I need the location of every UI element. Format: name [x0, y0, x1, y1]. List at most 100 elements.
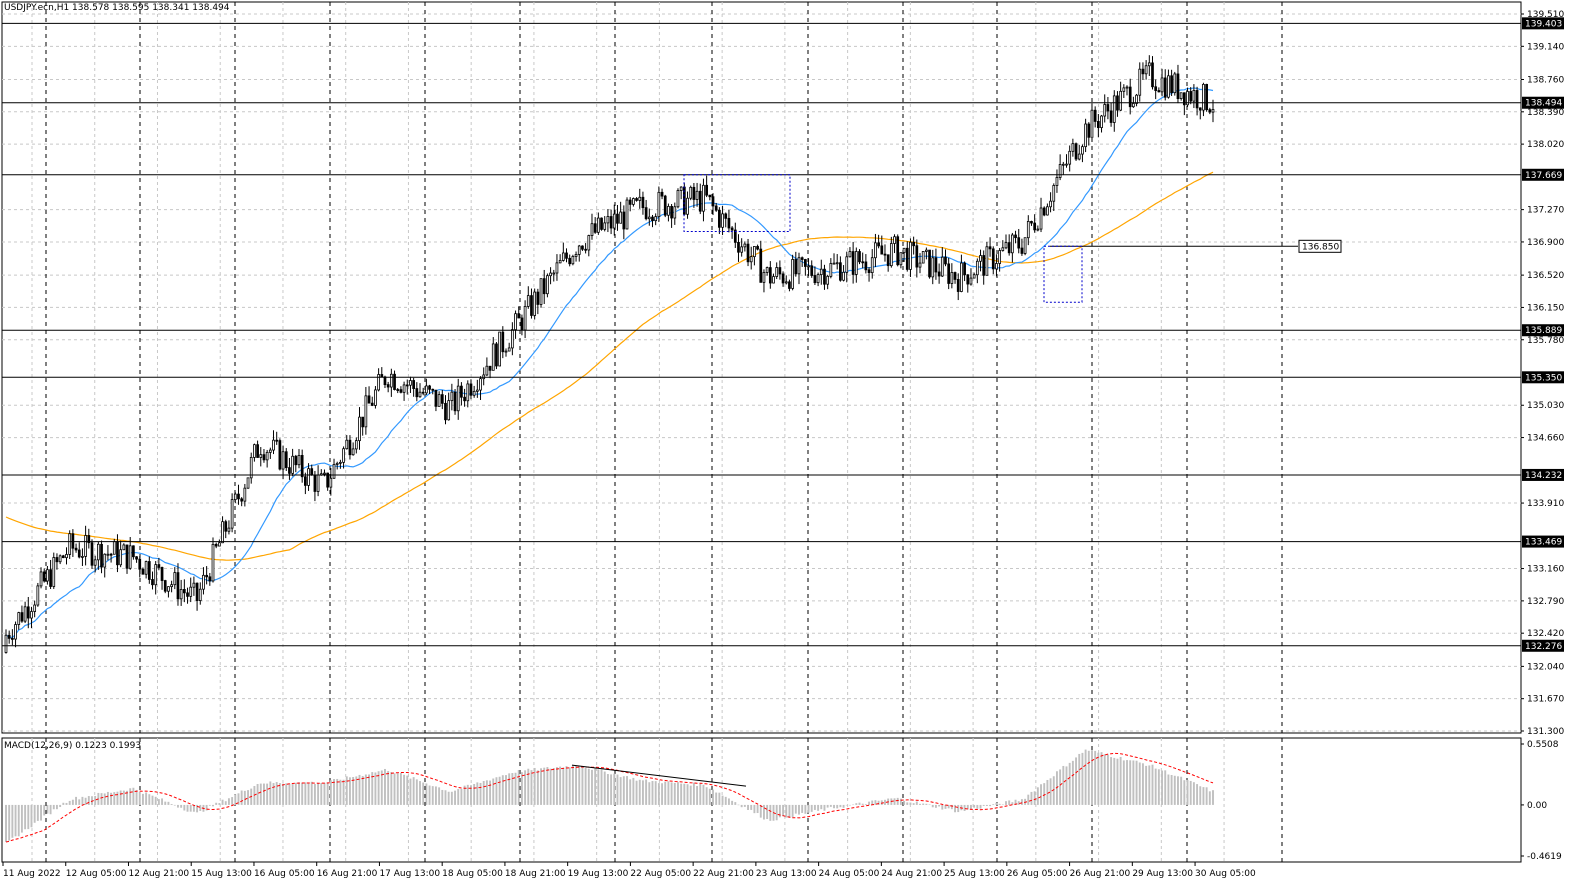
candle-body: [902, 247, 906, 254]
macd-histogram-bar: [810, 804, 813, 812]
macd-histogram-bar: [536, 770, 539, 805]
candle: [845, 251, 849, 283]
candle-body: [1132, 103, 1135, 108]
candle: [1061, 161, 1065, 175]
candle: [370, 396, 374, 407]
candle: [1176, 64, 1180, 104]
y-tick-label: 131.670: [1527, 695, 1564, 705]
candle-body: [179, 589, 183, 600]
candle-body: [218, 542, 221, 547]
candle: [1205, 83, 1208, 112]
candle: [1065, 154, 1068, 168]
macd-histogram-bar: [348, 777, 351, 805]
candle-body: [399, 389, 403, 393]
candle-body: [1084, 123, 1087, 148]
macd-histogram-bar: [976, 804, 979, 809]
candle: [721, 205, 724, 236]
macd-histogram-bar: [138, 791, 141, 805]
macd-histogram-bar: [1119, 756, 1122, 805]
candle: [733, 222, 737, 248]
candle: [246, 477, 250, 489]
candle-body: [797, 257, 801, 275]
macd-histogram-bar: [855, 803, 858, 805]
candle: [565, 248, 568, 263]
candle-body: [65, 554, 68, 559]
macd-histogram-bar: [240, 790, 243, 805]
candle-body: [753, 246, 756, 258]
candle-body: [1186, 91, 1189, 106]
candle: [698, 183, 702, 215]
candle-body: [23, 606, 27, 622]
candle-body: [386, 384, 390, 388]
candle: [1049, 192, 1052, 213]
candle: [985, 241, 989, 276]
macd-histogram-bar: [836, 804, 839, 809]
candle: [552, 269, 556, 282]
candle-body: [549, 272, 552, 277]
candle: [109, 552, 113, 563]
candle: [1074, 142, 1078, 161]
macd-histogram-bar: [785, 804, 788, 818]
candle-body: [574, 254, 578, 257]
candle: [1017, 228, 1021, 254]
macd-histogram-bar: [1192, 782, 1195, 805]
candle: [74, 543, 78, 553]
candle: [351, 442, 355, 456]
macd-histogram-bar: [769, 804, 772, 821]
candle: [93, 555, 97, 573]
candle-body: [300, 455, 304, 478]
macd-histogram-bar: [610, 774, 613, 805]
candle: [224, 519, 228, 539]
macd-histogram-bar: [928, 804, 931, 806]
macd-histogram-bar: [1030, 791, 1033, 805]
candle-body: [103, 553, 107, 568]
candle-body: [342, 448, 345, 463]
candle: [326, 472, 330, 491]
candle-body: [861, 261, 865, 264]
candle-body: [839, 262, 842, 281]
candle: [20, 605, 24, 623]
macd-histogram-bar: [36, 804, 39, 821]
candle-body: [969, 277, 973, 285]
macd-histogram-bar: [727, 798, 730, 805]
candle: [667, 203, 670, 222]
candle: [791, 254, 794, 291]
candle-body: [1147, 62, 1151, 67]
candle-body: [288, 467, 291, 474]
candle: [905, 241, 909, 272]
macd-histogram-bar: [829, 804, 832, 807]
candle-body: [593, 223, 597, 233]
candle-body: [1103, 104, 1107, 117]
candle-body: [689, 186, 693, 199]
candle-body: [361, 416, 365, 428]
candle: [176, 563, 180, 606]
y-tick-label: 134.660: [1527, 434, 1564, 444]
candle: [329, 468, 333, 496]
candle-body: [1106, 104, 1110, 112]
candle-body: [354, 440, 358, 450]
candle-body: [160, 567, 164, 581]
macd-histogram-bar: [527, 768, 530, 805]
candle-body: [100, 543, 103, 568]
candle: [714, 202, 718, 212]
candle-body: [58, 555, 62, 563]
candle: [1030, 220, 1033, 226]
macd-histogram-bar: [852, 804, 855, 806]
candle-body: [4, 634, 8, 653]
candle: [995, 254, 998, 277]
candle: [205, 566, 208, 585]
macd-histogram-bar: [998, 803, 1001, 805]
macd-histogram-bar: [1196, 784, 1199, 805]
candle: [740, 238, 744, 257]
candle-body: [810, 265, 814, 276]
macd-histogram-bar: [1055, 771, 1058, 805]
candle-body: [756, 246, 759, 250]
candle: [944, 249, 947, 267]
macd-histogram-bar: [1177, 776, 1179, 805]
candle-body: [963, 262, 966, 276]
candle: [931, 249, 935, 285]
candle: [491, 337, 495, 371]
candle: [928, 249, 931, 279]
